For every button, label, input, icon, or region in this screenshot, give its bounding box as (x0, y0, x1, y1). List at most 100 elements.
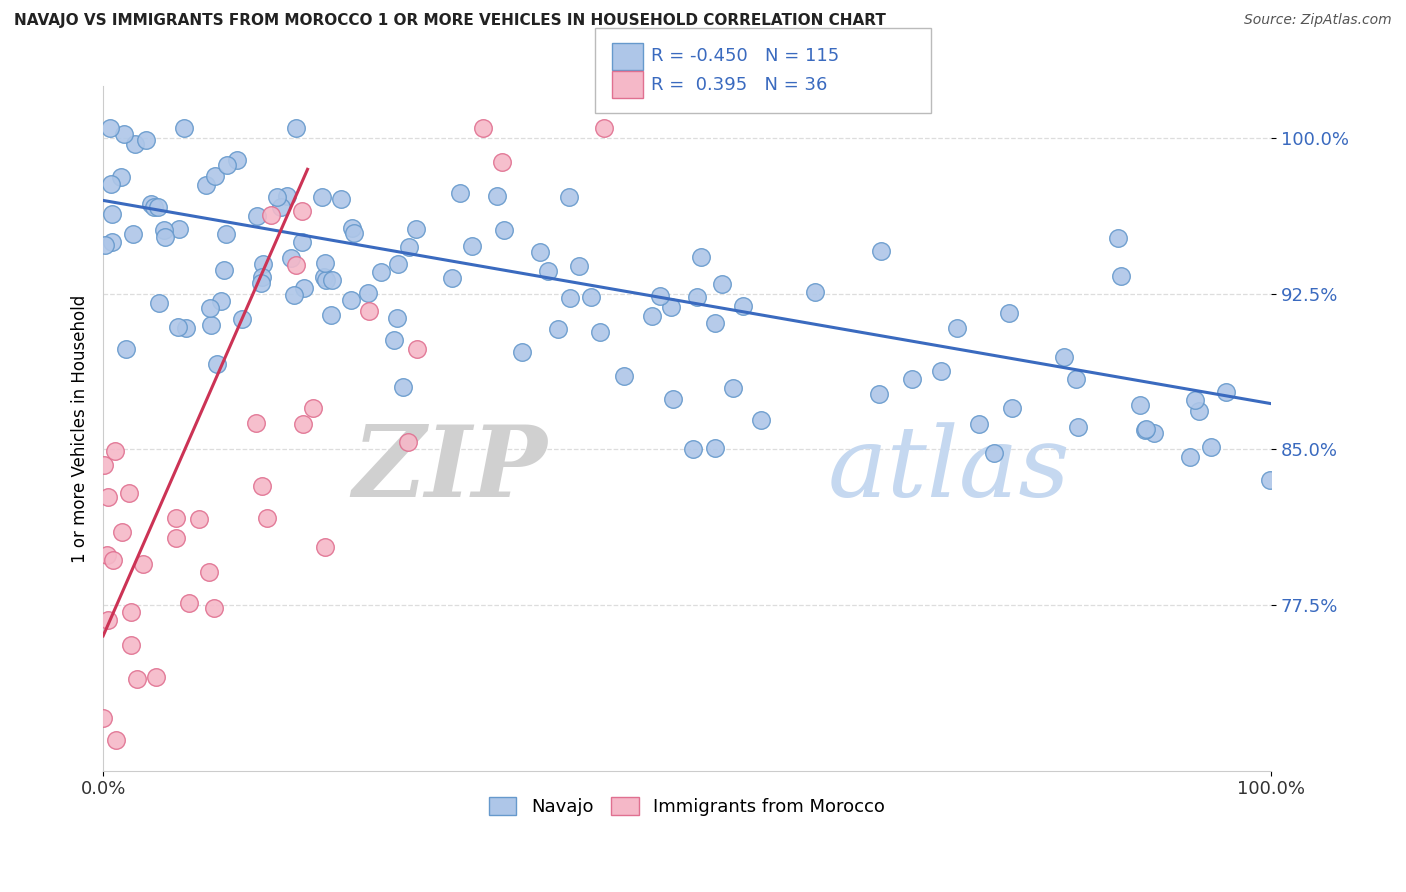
Point (703, 316, 725, 330)
Point (311, 190, 333, 204)
Point (104, 444, 127, 458)
Point (173, 120, 195, 135)
Point (215, 227, 238, 241)
Point (165, 511, 187, 525)
Point (198, 566, 221, 580)
Point (132, 557, 155, 571)
Point (188, 512, 211, 526)
Point (983, 446, 1005, 460)
Point (252, 270, 274, 285)
Point (1067, 419, 1090, 434)
Point (93, 711, 115, 725)
Point (357, 285, 380, 300)
Point (314, 256, 336, 270)
Point (392, 380, 415, 394)
Point (492, 223, 515, 237)
Point (135, 133, 157, 147)
Text: ZIP: ZIP (352, 421, 547, 518)
Point (249, 276, 271, 290)
Point (557, 190, 579, 204)
Point (291, 235, 314, 250)
Point (440, 270, 463, 285)
Point (165, 531, 187, 545)
Point (110, 170, 132, 185)
Text: NAVAJO VS IMMIGRANTS FROM MOROCCO 1 OR MORE VEHICLES IN HOUSEHOLD CORRELATION CH: NAVAJO VS IMMIGRANTS FROM MOROCCO 1 OR M… (14, 13, 886, 29)
Point (96, 548, 118, 562)
Point (101, 207, 124, 221)
Point (537, 263, 560, 277)
Text: R =  0.395   N = 36: R = 0.395 N = 36 (651, 76, 827, 94)
Y-axis label: 1 or more Vehicles in Household: 1 or more Vehicles in Household (72, 294, 89, 563)
Point (198, 301, 221, 315)
Point (200, 318, 222, 333)
Point (245, 416, 267, 430)
Point (547, 322, 569, 336)
Point (749, 413, 772, 427)
Point (276, 189, 298, 203)
Text: Source: ZipAtlas.com: Source: ZipAtlas.com (1244, 13, 1392, 28)
Point (167, 222, 190, 236)
Point (101, 553, 124, 567)
Point (579, 290, 602, 304)
Point (659, 301, 682, 315)
Point (120, 605, 142, 619)
Point (704, 441, 727, 455)
Point (285, 259, 308, 273)
Point (256, 511, 278, 525)
Point (283, 288, 305, 302)
Point (266, 190, 288, 204)
Point (1107, 231, 1129, 245)
Point (689, 250, 711, 264)
Point (1135, 422, 1157, 436)
Point (302, 401, 325, 416)
Point (112, 127, 135, 141)
Point (120, 639, 142, 653)
Point (648, 289, 671, 303)
Point (491, 155, 513, 169)
Point (212, 263, 235, 277)
Point (127, 672, 149, 686)
Point (1143, 425, 1166, 440)
Point (97, 613, 120, 627)
Point (284, 120, 307, 135)
Point (292, 281, 315, 295)
Point (105, 732, 128, 747)
Point (1199, 441, 1222, 455)
Point (231, 312, 253, 326)
Point (396, 434, 419, 449)
Point (166, 319, 188, 334)
Point (568, 259, 591, 273)
Point (1188, 404, 1211, 418)
Point (343, 226, 366, 240)
Point (211, 294, 233, 309)
Point (93, 458, 115, 472)
Point (529, 245, 551, 260)
Point (370, 265, 392, 279)
Point (312, 270, 335, 285)
Text: R = -0.450   N = 115: R = -0.450 N = 115 (651, 47, 839, 65)
Point (1111, 269, 1133, 284)
Point (118, 486, 141, 500)
Point (124, 137, 146, 152)
Point (202, 601, 225, 615)
Point (292, 417, 315, 431)
Point (686, 290, 709, 304)
Point (967, 417, 990, 431)
Point (146, 200, 169, 214)
Point (97, 490, 120, 504)
Point (593, 120, 616, 135)
Point (1258, 473, 1281, 487)
Point (315, 273, 337, 287)
Point (901, 372, 924, 386)
Point (998, 306, 1021, 320)
Point (195, 178, 218, 192)
Point (141, 197, 163, 211)
Point (142, 200, 165, 214)
Point (145, 670, 167, 684)
Point (721, 381, 744, 395)
Point (245, 209, 267, 223)
Point (387, 257, 409, 271)
Point (207, 357, 229, 371)
Point (868, 387, 890, 401)
Point (946, 321, 969, 335)
